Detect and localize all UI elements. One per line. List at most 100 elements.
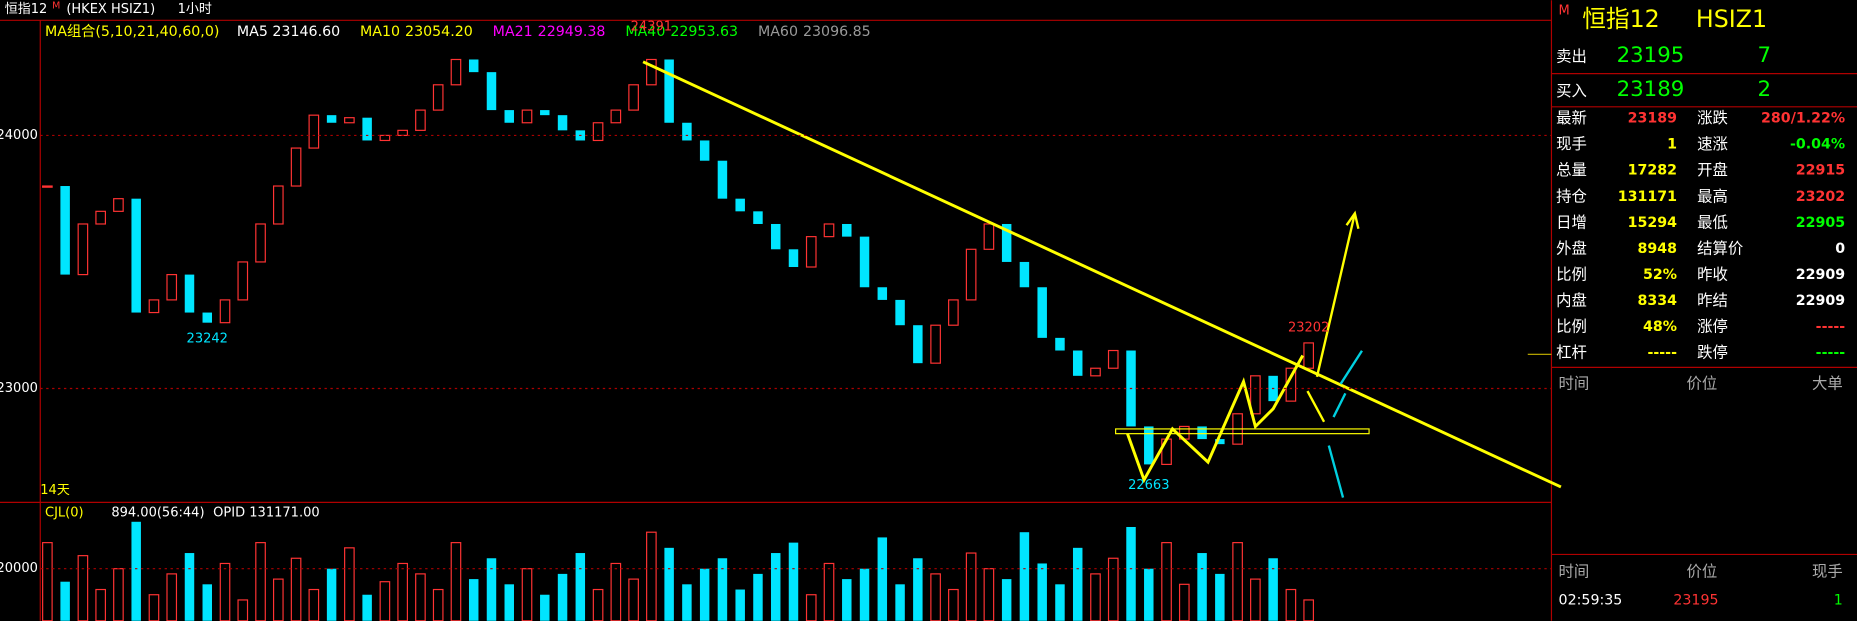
candle: [717, 160, 728, 199]
volume-bar: [486, 558, 497, 621]
candle: [77, 223, 89, 276]
candle: [628, 84, 639, 111]
arrow: [1339, 350, 1363, 385]
candle: [60, 186, 70, 275]
volume-bar: [1037, 563, 1047, 621]
candle: [540, 110, 550, 116]
candle: [468, 59, 479, 73]
flag: M: [52, 1, 60, 12]
ma-value: 22949.38: [538, 24, 606, 40]
candle: [983, 223, 995, 250]
quote-row-value: 22915: [1796, 163, 1845, 179]
ma-title: MA组合(5,10,21,40,60,0): [45, 23, 219, 40]
ma-label: MA10: [360, 24, 400, 40]
quote-label: 买入: [1556, 82, 1587, 100]
volume-bar: [735, 589, 745, 621]
arrow-head: [1345, 210, 1360, 230]
title: 恒指12: [5, 2, 48, 17]
price-annotation: 23202: [1288, 320, 1329, 335]
quote-row-label: 最低: [1697, 213, 1728, 231]
arrow: [1332, 392, 1347, 418]
quote-row-value: 22909: [1796, 293, 1845, 309]
quote-row-label: 涨跌: [1697, 109, 1728, 127]
volume-bar: [913, 558, 923, 621]
cyan-arrows: [1327, 350, 1363, 498]
trade-size: 1: [1834, 593, 1843, 609]
candle: [1019, 261, 1030, 288]
volume-bar: [575, 553, 586, 621]
candle: [735, 198, 745, 212]
quote-price: 23195: [1617, 43, 1685, 68]
quote-row-value: 8334: [1637, 293, 1677, 309]
candle: [486, 72, 497, 111]
candle: [895, 299, 905, 326]
candle: [699, 140, 710, 161]
candle: [965, 248, 977, 301]
quote-row-value: 280/1.22%: [1761, 111, 1845, 127]
volume-bar: [1126, 526, 1136, 621]
volume-bar: [753, 573, 763, 621]
candle: [113, 198, 124, 212]
trades-header: 时间: [1559, 563, 1590, 581]
candle: [664, 59, 674, 123]
candle: [202, 312, 212, 323]
y-tick-label: 20000: [0, 561, 38, 576]
market: (HKEX HSIZ1): [66, 2, 155, 17]
quote-row-value: -----: [1816, 319, 1846, 335]
volume-opid: OPID 131171.00: [213, 506, 319, 521]
candle: [1037, 287, 1047, 338]
quote-row-value: 131171: [1618, 189, 1677, 205]
candle: [290, 147, 302, 187]
candle: [788, 249, 799, 268]
volume-bar: [1001, 579, 1012, 621]
candle: [1250, 375, 1261, 415]
candle: [219, 299, 231, 324]
quote-row-value: 15294: [1628, 215, 1678, 231]
ma-value: 23054.20: [405, 24, 473, 40]
volume-bar: [1197, 553, 1207, 621]
quote-row-label: 外盘: [1556, 238, 1587, 257]
quote-row-label: 最新: [1556, 109, 1587, 127]
volume-reading: 894.00(56:44): [111, 506, 204, 521]
volume-bar: [184, 553, 195, 621]
candle: [272, 185, 284, 225]
candle: [1090, 367, 1101, 377]
quote-row-value: 0: [1835, 241, 1845, 257]
trades-header: 现手: [1812, 563, 1843, 581]
candle: [42, 185, 53, 188]
quote-row-value: -0.04%: [1790, 137, 1845, 153]
quote-price: 23189: [1617, 77, 1685, 102]
quote-row-label: 总量: [1556, 161, 1587, 179]
candle: [805, 236, 817, 268]
volume-bar: [540, 594, 550, 621]
volume-bar: [699, 568, 710, 621]
candle: [557, 115, 568, 131]
candle: [308, 114, 320, 149]
volume-bar: [1144, 568, 1154, 621]
ma-label: MA21: [493, 24, 533, 40]
candle: [948, 299, 959, 326]
volume-bar: [859, 568, 870, 621]
quote-row-value: -----: [1648, 345, 1678, 361]
candle: [1215, 439, 1225, 445]
candle: [148, 299, 160, 314]
candle: [504, 110, 514, 123]
ma-label: MA40: [625, 24, 665, 40]
candle: [682, 122, 692, 141]
candle: [753, 211, 763, 224]
trade-time: 02:59:35: [1559, 593, 1623, 609]
candle: [362, 117, 372, 141]
volume-bar: [1055, 584, 1065, 621]
quote-row-label: 杠杆: [1556, 344, 1587, 362]
quote-row-label: 结算价: [1697, 238, 1743, 257]
candle: [823, 223, 835, 238]
volume-bar: [717, 558, 728, 621]
trades-header: 价位: [1686, 563, 1717, 581]
candle: [1072, 350, 1083, 376]
candle: [166, 274, 178, 301]
volume-bar: [842, 579, 852, 621]
volume-bar: [664, 547, 674, 621]
candle: [877, 287, 888, 300]
